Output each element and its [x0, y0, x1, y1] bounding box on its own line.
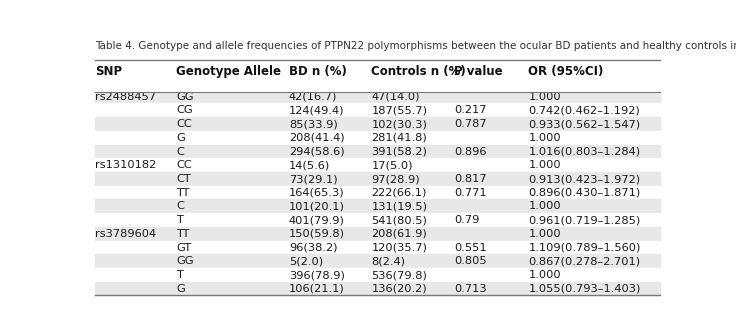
Text: 1.000: 1.000 [528, 133, 561, 143]
Text: GG: GG [177, 256, 194, 266]
Text: BD n (%): BD n (%) [289, 65, 347, 78]
Text: 97(28.9): 97(28.9) [372, 174, 420, 184]
Text: CT: CT [177, 174, 191, 184]
Bar [95, 172, 659, 185]
Text: TT: TT [177, 188, 190, 198]
Text: 101(20.1): 101(20.1) [289, 201, 344, 212]
Text: 1.000: 1.000 [528, 270, 561, 280]
Text: 536(79.8): 536(79.8) [372, 270, 428, 280]
Text: 0.217: 0.217 [454, 105, 486, 115]
Text: OR (95%CI): OR (95%CI) [528, 65, 604, 78]
Text: 5(2.0): 5(2.0) [289, 256, 323, 266]
Bar [95, 90, 659, 103]
Text: 8(2.4): 8(2.4) [372, 256, 406, 266]
Text: 120(35.7): 120(35.7) [372, 243, 428, 253]
Text: 0.742(0.462–1.192): 0.742(0.462–1.192) [528, 105, 640, 115]
Text: 1.055(0.793–1.403): 1.055(0.793–1.403) [528, 284, 641, 294]
Text: 294(58.6): 294(58.6) [289, 147, 344, 156]
Text: 1.109(0.789–1.560): 1.109(0.789–1.560) [528, 243, 641, 253]
Text: 1.000: 1.000 [528, 229, 561, 239]
Text: CC: CC [177, 119, 192, 129]
Text: 150(59.8): 150(59.8) [289, 229, 344, 239]
Bar [95, 241, 659, 254]
Bar [95, 117, 659, 130]
Text: T: T [177, 215, 183, 225]
Text: 85(33.9): 85(33.9) [289, 119, 338, 129]
Text: 47(14.0): 47(14.0) [372, 92, 420, 102]
Text: 0.896: 0.896 [454, 147, 486, 156]
Bar [95, 145, 659, 158]
Text: 1.000: 1.000 [528, 201, 561, 212]
Text: 0.913(0.423–1.972): 0.913(0.423–1.972) [528, 174, 640, 184]
Text: 0.787: 0.787 [454, 119, 486, 129]
Text: 281(41.8): 281(41.8) [372, 133, 427, 143]
Text: 0.805: 0.805 [454, 256, 486, 266]
Text: 164(65.3): 164(65.3) [289, 188, 344, 198]
Text: Table 4. Genotype and allele frequencies of PTPN22 polymorphisms between the ocu: Table 4. Genotype and allele frequencies… [95, 41, 736, 51]
Text: 1.000: 1.000 [528, 160, 561, 170]
Text: 396(78.9): 396(78.9) [289, 270, 344, 280]
Text: 42(16.7): 42(16.7) [289, 92, 337, 102]
Text: G: G [177, 133, 185, 143]
Text: 14(5.6): 14(5.6) [289, 160, 330, 170]
Bar [95, 186, 659, 199]
Text: C: C [177, 147, 184, 156]
Text: 106(21.1): 106(21.1) [289, 284, 344, 294]
Text: 401(79.9): 401(79.9) [289, 215, 344, 225]
Text: 0.551: 0.551 [454, 243, 486, 253]
Bar [95, 199, 659, 213]
Text: 0.771: 0.771 [454, 188, 486, 198]
Text: rs3789604: rs3789604 [95, 229, 156, 239]
Text: TT: TT [177, 229, 190, 239]
Text: 131(19.5): 131(19.5) [372, 201, 428, 212]
Bar [95, 282, 659, 295]
Text: 391(58.2): 391(58.2) [372, 147, 428, 156]
Text: 222(66.1): 222(66.1) [372, 188, 427, 198]
Text: 208(41.4): 208(41.4) [289, 133, 344, 143]
Text: GT: GT [177, 243, 191, 253]
Text: Controls n (%): Controls n (%) [372, 65, 466, 78]
Text: G: G [177, 284, 185, 294]
Text: P value: P value [454, 65, 503, 78]
Text: rs1310182: rs1310182 [95, 160, 156, 170]
Text: 187(55.7): 187(55.7) [372, 105, 428, 115]
Text: 73(29.1): 73(29.1) [289, 174, 337, 184]
Text: 0.896(0.430–1.871): 0.896(0.430–1.871) [528, 188, 640, 198]
Bar [95, 254, 659, 268]
Text: 541(80.5): 541(80.5) [372, 215, 428, 225]
Text: rs2488457: rs2488457 [95, 92, 156, 102]
Text: 96(38.2): 96(38.2) [289, 243, 337, 253]
Bar [95, 213, 659, 226]
Text: CC: CC [177, 160, 192, 170]
Text: 0.713: 0.713 [454, 284, 486, 294]
Text: 0.817: 0.817 [454, 174, 486, 184]
Text: C: C [177, 201, 184, 212]
Bar [95, 103, 659, 116]
Text: 0.961(0.719–1.285): 0.961(0.719–1.285) [528, 215, 640, 225]
Text: 208(61.9): 208(61.9) [372, 229, 427, 239]
Text: CG: CG [177, 105, 193, 115]
Bar [95, 268, 659, 281]
Text: 136(20.2): 136(20.2) [372, 284, 427, 294]
Bar [95, 227, 659, 240]
Text: 0.867(0.278–2.701): 0.867(0.278–2.701) [528, 256, 640, 266]
Text: T: T [177, 270, 183, 280]
Text: 102(30.3): 102(30.3) [372, 119, 428, 129]
Text: 1.016(0.803–1.284): 1.016(0.803–1.284) [528, 147, 640, 156]
Bar [95, 131, 659, 144]
Text: 0.79: 0.79 [454, 215, 480, 225]
Text: 17(5.0): 17(5.0) [372, 160, 413, 170]
Text: 124(49.4): 124(49.4) [289, 105, 344, 115]
Text: SNP: SNP [95, 65, 122, 78]
Text: 0.933(0.562–1.547): 0.933(0.562–1.547) [528, 119, 640, 129]
Text: GG: GG [177, 92, 194, 102]
Bar [95, 59, 659, 91]
Bar [95, 158, 659, 172]
Text: Genotype Allele: Genotype Allele [177, 65, 281, 78]
Text: 1.000: 1.000 [528, 92, 561, 102]
